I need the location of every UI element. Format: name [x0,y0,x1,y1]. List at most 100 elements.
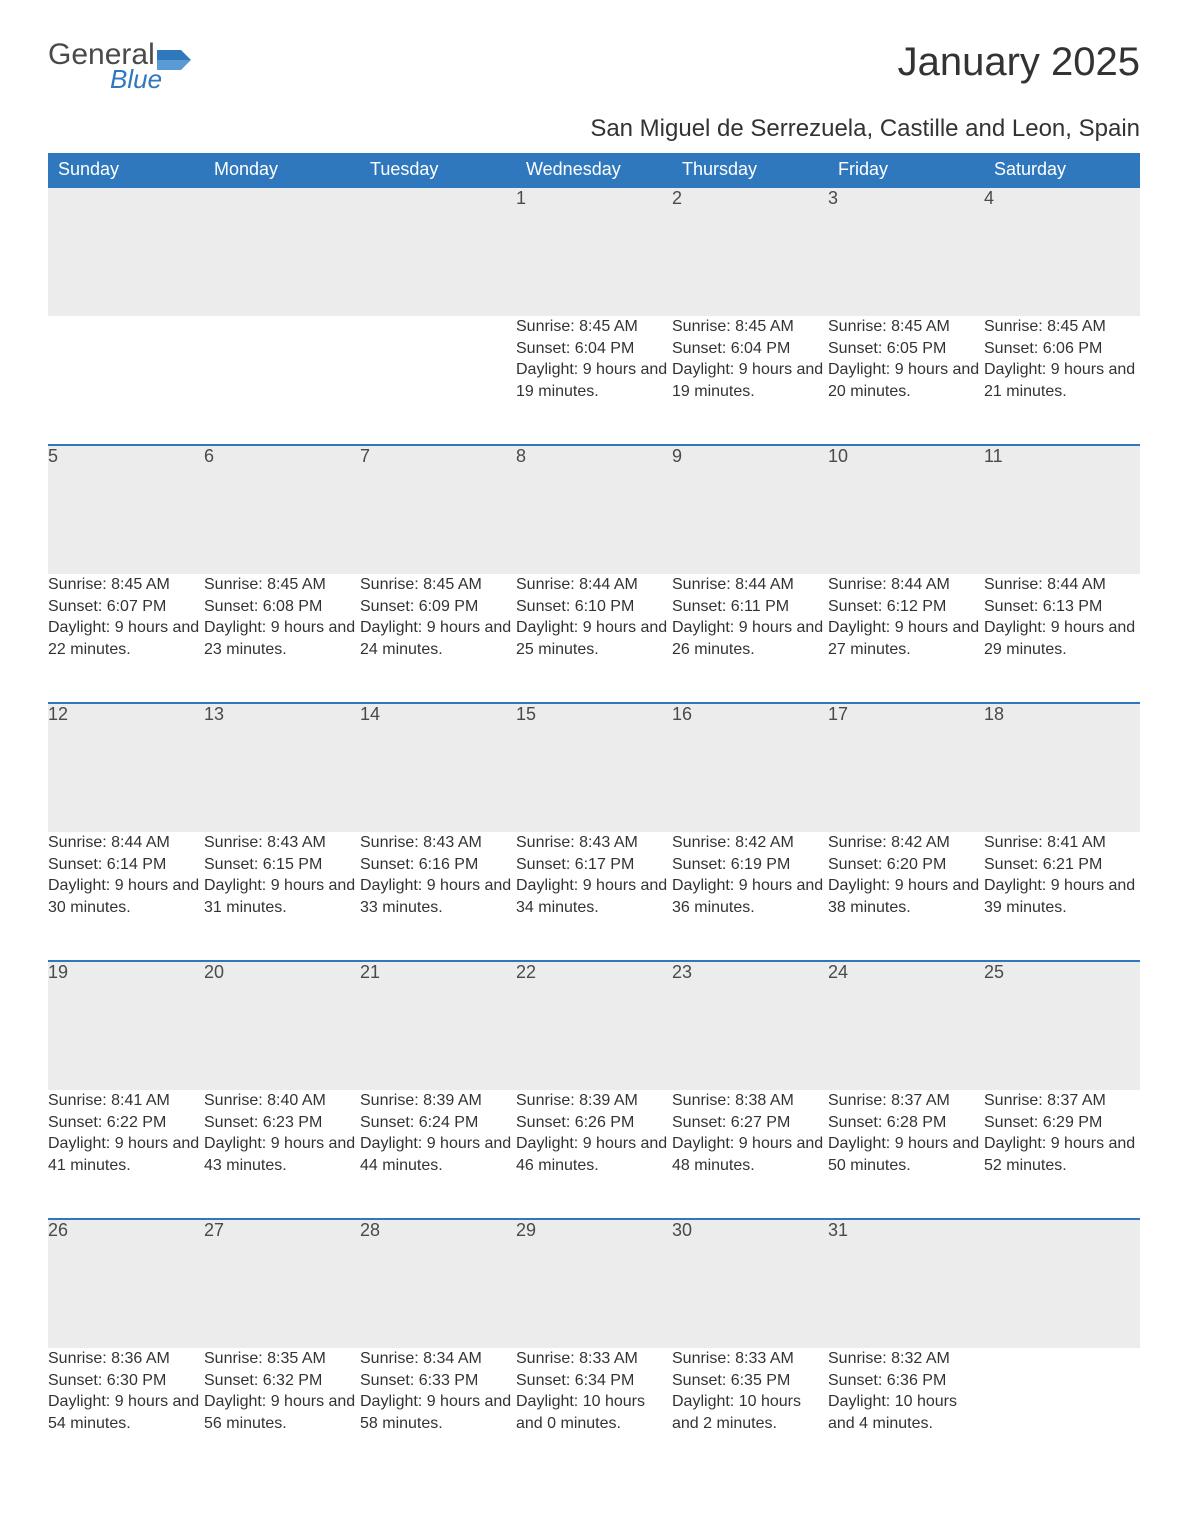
sunrise-line: Sunrise: 8:42 AM [828,832,984,854]
sunrise-line: Sunrise: 8:44 AM [984,574,1140,596]
day-number-cell: 28 [360,1219,516,1348]
week-daynum-row: 567891011 [48,445,1140,574]
sunrise-line: Sunrise: 8:37 AM [984,1090,1140,1112]
day-detail-cell: Sunrise: 8:32 AMSunset: 6:36 PMDaylight:… [828,1348,984,1476]
daylight-line: Daylight: 9 hours and 44 minutes. [360,1133,516,1176]
sunset-line: Sunset: 6:11 PM [672,596,828,618]
sunset-line: Sunset: 6:08 PM [204,596,360,618]
logo: General Blue [48,40,191,101]
day-number-cell [984,1219,1140,1348]
daylight-line: Daylight: 9 hours and 54 minutes. [48,1391,204,1434]
day-detail-cell: Sunrise: 8:36 AMSunset: 6:30 PMDaylight:… [48,1348,204,1476]
sunset-line: Sunset: 6:28 PM [828,1112,984,1134]
week-detail-row: Sunrise: 8:44 AMSunset: 6:14 PMDaylight:… [48,832,1140,961]
daylight-line: Daylight: 9 hours and 23 minutes. [204,617,360,660]
day-detail-cell: Sunrise: 8:44 AMSunset: 6:14 PMDaylight:… [48,832,204,961]
day-number-cell: 30 [672,1219,828,1348]
sunrise-line: Sunrise: 8:45 AM [828,316,984,338]
sunrise-line: Sunrise: 8:45 AM [516,316,672,338]
sunrise-line: Sunrise: 8:40 AM [204,1090,360,1112]
sunset-line: Sunset: 6:30 PM [48,1370,204,1392]
sunset-line: Sunset: 6:15 PM [204,854,360,876]
daylight-line: Daylight: 9 hours and 20 minutes. [828,359,984,402]
sunset-line: Sunset: 6:32 PM [204,1370,360,1392]
sunrise-line: Sunrise: 8:43 AM [360,832,516,854]
day-number-cell: 2 [672,187,828,316]
daylight-line: Daylight: 9 hours and 50 minutes. [828,1133,984,1176]
daylight-line: Daylight: 10 hours and 4 minutes. [828,1391,984,1434]
daylight-line: Daylight: 9 hours and 34 minutes. [516,875,672,918]
logo-word-blue: Blue [110,64,217,95]
daylight-line: Daylight: 9 hours and 22 minutes. [48,617,204,660]
week-daynum-row: 1234 [48,187,1140,316]
day-detail-cell [360,316,516,445]
day-number-cell: 6 [204,445,360,574]
calendar-table: Sunday Monday Tuesday Wednesday Thursday… [48,153,1140,1476]
sunrise-line: Sunrise: 8:35 AM [204,1348,360,1370]
day-number-cell: 23 [672,961,828,1090]
sunset-line: Sunset: 6:16 PM [360,854,516,876]
day-number-cell: 5 [48,445,204,574]
sunrise-line: Sunrise: 8:45 AM [984,316,1140,338]
sunset-line: Sunset: 6:24 PM [360,1112,516,1134]
day-number-cell: 19 [48,961,204,1090]
day-detail-cell: Sunrise: 8:45 AMSunset: 6:09 PMDaylight:… [360,574,516,703]
daylight-line: Daylight: 9 hours and 21 minutes. [984,359,1140,402]
day-number-cell: 8 [516,445,672,574]
sunrise-line: Sunrise: 8:39 AM [360,1090,516,1112]
sunset-line: Sunset: 6:09 PM [360,596,516,618]
sunrise-line: Sunrise: 8:39 AM [516,1090,672,1112]
day-number-cell: 25 [984,961,1140,1090]
week-detail-row: Sunrise: 8:41 AMSunset: 6:22 PMDaylight:… [48,1090,1140,1219]
weekday-header: Monday [204,153,360,187]
day-detail-cell: Sunrise: 8:38 AMSunset: 6:27 PMDaylight:… [672,1090,828,1219]
daylight-line: Daylight: 9 hours and 19 minutes. [516,359,672,402]
daylight-line: Daylight: 9 hours and 56 minutes. [204,1391,360,1434]
sunrise-line: Sunrise: 8:45 AM [204,574,360,596]
sunset-line: Sunset: 6:22 PM [48,1112,204,1134]
location-subtitle: San Miguel de Serrezuela, Castille and L… [48,115,1140,143]
sunset-line: Sunset: 6:14 PM [48,854,204,876]
sunrise-line: Sunrise: 8:37 AM [828,1090,984,1112]
sunrise-line: Sunrise: 8:33 AM [516,1348,672,1370]
day-detail-cell: Sunrise: 8:43 AMSunset: 6:15 PMDaylight:… [204,832,360,961]
day-detail-cell: Sunrise: 8:44 AMSunset: 6:11 PMDaylight:… [672,574,828,703]
daylight-line: Daylight: 9 hours and 39 minutes. [984,875,1140,918]
sunrise-line: Sunrise: 8:45 AM [48,574,204,596]
day-detail-cell: Sunrise: 8:37 AMSunset: 6:29 PMDaylight:… [984,1090,1140,1219]
day-detail-cell: Sunrise: 8:40 AMSunset: 6:23 PMDaylight:… [204,1090,360,1219]
day-number-cell: 21 [360,961,516,1090]
day-number-cell: 24 [828,961,984,1090]
day-detail-cell: Sunrise: 8:44 AMSunset: 6:13 PMDaylight:… [984,574,1140,703]
day-number-cell: 1 [516,187,672,316]
day-detail-cell: Sunrise: 8:43 AMSunset: 6:16 PMDaylight:… [360,832,516,961]
day-detail-cell: Sunrise: 8:42 AMSunset: 6:20 PMDaylight:… [828,832,984,961]
day-detail-cell: Sunrise: 8:45 AMSunset: 6:06 PMDaylight:… [984,316,1140,445]
sunrise-line: Sunrise: 8:44 AM [516,574,672,596]
sunset-line: Sunset: 6:20 PM [828,854,984,876]
day-number-cell: 29 [516,1219,672,1348]
daylight-line: Daylight: 9 hours and 19 minutes. [672,359,828,402]
daylight-line: Daylight: 9 hours and 41 minutes. [48,1133,204,1176]
day-number-cell: 17 [828,703,984,832]
day-number-cell: 26 [48,1219,204,1348]
sunset-line: Sunset: 6:10 PM [516,596,672,618]
day-number-cell: 20 [204,961,360,1090]
daylight-line: Daylight: 9 hours and 26 minutes. [672,617,828,660]
daylight-line: Daylight: 9 hours and 48 minutes. [672,1133,828,1176]
day-detail-cell: Sunrise: 8:44 AMSunset: 6:10 PMDaylight:… [516,574,672,703]
sunset-line: Sunset: 6:04 PM [672,338,828,360]
sunset-line: Sunset: 6:23 PM [204,1112,360,1134]
daylight-line: Daylight: 10 hours and 2 minutes. [672,1391,828,1434]
day-number-cell: 12 [48,703,204,832]
daylight-line: Daylight: 9 hours and 52 minutes. [984,1133,1140,1176]
day-number-cell: 16 [672,703,828,832]
sunrise-line: Sunrise: 8:32 AM [828,1348,984,1370]
day-detail-cell: Sunrise: 8:44 AMSunset: 6:12 PMDaylight:… [828,574,984,703]
sunrise-line: Sunrise: 8:44 AM [828,574,984,596]
day-number-cell: 15 [516,703,672,832]
sunrise-line: Sunrise: 8:34 AM [360,1348,516,1370]
sunrise-line: Sunrise: 8:41 AM [984,832,1140,854]
daylight-line: Daylight: 9 hours and 30 minutes. [48,875,204,918]
day-number-cell: 27 [204,1219,360,1348]
